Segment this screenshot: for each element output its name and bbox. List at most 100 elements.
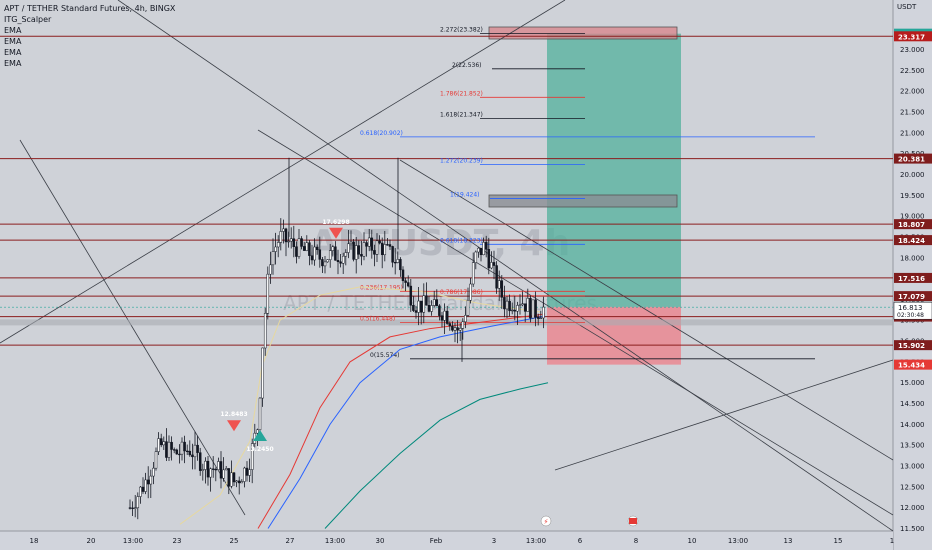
candle-body[interactable] xyxy=(391,246,394,263)
candle-body[interactable] xyxy=(269,264,272,275)
candle-body[interactable] xyxy=(495,265,498,289)
price-tag[interactable] xyxy=(894,235,932,246)
candle-body[interactable] xyxy=(172,449,176,451)
candle-body[interactable] xyxy=(131,507,134,509)
candle-body[interactable] xyxy=(289,238,293,242)
candle-body[interactable] xyxy=(227,468,231,487)
candle-body[interactable] xyxy=(354,245,358,260)
price-tag[interactable] xyxy=(894,340,932,351)
sell-signal-icon[interactable] xyxy=(329,227,343,239)
candle-body[interactable] xyxy=(336,260,340,263)
trend-line[interactable] xyxy=(554,359,894,471)
candle-body[interactable] xyxy=(427,305,431,312)
candle-body[interactable] xyxy=(539,317,543,320)
candle-body[interactable] xyxy=(209,468,212,478)
candle-body[interactable] xyxy=(477,247,480,253)
candle-body[interactable] xyxy=(513,309,517,312)
candle-body[interactable] xyxy=(328,250,332,260)
sell-signal-icon[interactable] xyxy=(227,420,241,432)
candle-body[interactable] xyxy=(505,300,509,310)
candle-body[interactable] xyxy=(352,241,355,260)
indicator-ema-3[interactable]: EMA xyxy=(4,48,22,57)
candle-body[interactable] xyxy=(191,454,194,458)
candle-body[interactable] xyxy=(133,507,137,509)
candle-body[interactable] xyxy=(230,472,233,487)
candle-body[interactable] xyxy=(198,452,202,471)
candle-body[interactable] xyxy=(526,297,530,312)
candle-body[interactable] xyxy=(516,305,519,312)
candle-body[interactable] xyxy=(375,240,379,255)
candle-body[interactable] xyxy=(534,299,537,318)
candle-body[interactable] xyxy=(300,238,303,247)
candle-body[interactable] xyxy=(284,228,288,243)
candle-body[interactable] xyxy=(536,317,540,319)
candle-body[interactable] xyxy=(365,242,368,247)
candle-body[interactable] xyxy=(302,246,306,251)
candle-body[interactable] xyxy=(492,262,496,266)
candle-body[interactable] xyxy=(144,479,147,492)
candle-body[interactable] xyxy=(479,247,483,256)
candle-body[interactable] xyxy=(167,441,171,458)
candle-body[interactable] xyxy=(248,469,251,476)
candle-body[interactable] xyxy=(409,285,413,306)
candle-body[interactable] xyxy=(266,273,270,314)
candle-body[interactable] xyxy=(508,300,511,312)
candle-body[interactable] xyxy=(396,259,400,263)
candle-body[interactable] xyxy=(185,450,189,452)
candle-body[interactable] xyxy=(362,242,366,257)
candle-body[interactable] xyxy=(196,444,199,453)
candle-body[interactable] xyxy=(380,242,384,256)
candle-body[interactable] xyxy=(326,259,329,263)
candle-body[interactable] xyxy=(341,255,345,264)
candle-body[interactable] xyxy=(458,328,462,331)
candle-body[interactable] xyxy=(188,450,192,456)
candle-body[interactable] xyxy=(360,254,363,257)
candle-body[interactable] xyxy=(180,441,184,455)
candle-body[interactable] xyxy=(453,327,457,331)
candle-body[interactable] xyxy=(183,441,186,452)
candle-body[interactable] xyxy=(425,295,428,306)
indicator-ema-1[interactable]: EMA xyxy=(4,26,22,35)
candle-body[interactable] xyxy=(469,283,472,301)
candle-body[interactable] xyxy=(404,280,407,283)
candle-body[interactable] xyxy=(367,237,371,247)
candle-body[interactable] xyxy=(310,255,314,261)
candle-body[interactable] xyxy=(282,228,285,232)
candle-body[interactable] xyxy=(157,438,160,452)
candle-body[interactable] xyxy=(531,299,535,319)
indicator-ema-2[interactable]: EMA xyxy=(4,37,22,46)
event-icon[interactable] xyxy=(540,515,552,527)
candle-body[interactable] xyxy=(258,397,262,431)
candle-body[interactable] xyxy=(378,240,381,244)
candle-body[interactable] xyxy=(201,469,205,471)
candle-body[interactable] xyxy=(401,269,405,282)
candle-body[interactable] xyxy=(224,468,228,471)
candle-body[interactable] xyxy=(399,259,402,271)
candle-body[interactable] xyxy=(406,282,410,287)
candle-body[interactable] xyxy=(445,310,449,324)
symbol-title[interactable]: APT / TETHER Standard Futures, 4h, BINGX xyxy=(4,4,176,13)
candle-body[interactable] xyxy=(430,305,433,312)
price-tag[interactable] xyxy=(894,31,932,42)
candle-body[interactable] xyxy=(243,467,246,482)
candle-body[interactable] xyxy=(331,246,335,251)
candle-body[interactable] xyxy=(373,250,376,255)
position-target-zone[interactable] xyxy=(547,33,681,307)
buy-signal-icon[interactable] xyxy=(253,430,267,442)
candle-body[interactable] xyxy=(279,231,283,243)
candle-body[interactable] xyxy=(297,238,301,257)
trend-line[interactable] xyxy=(399,159,894,461)
candle-body[interactable] xyxy=(219,461,223,479)
candle-body[interactable] xyxy=(474,251,478,263)
candle-body[interactable] xyxy=(217,461,220,470)
current-price-tag[interactable] xyxy=(893,301,932,320)
candle-body[interactable] xyxy=(178,453,181,456)
candle-body[interactable] xyxy=(422,295,426,313)
candle-body[interactable] xyxy=(503,297,506,310)
ema-slow-line[interactable] xyxy=(267,315,546,529)
candle-body[interactable] xyxy=(414,310,418,313)
candle-body[interactable] xyxy=(443,310,446,321)
candle-body[interactable] xyxy=(466,299,470,316)
candle-body[interactable] xyxy=(323,261,327,267)
